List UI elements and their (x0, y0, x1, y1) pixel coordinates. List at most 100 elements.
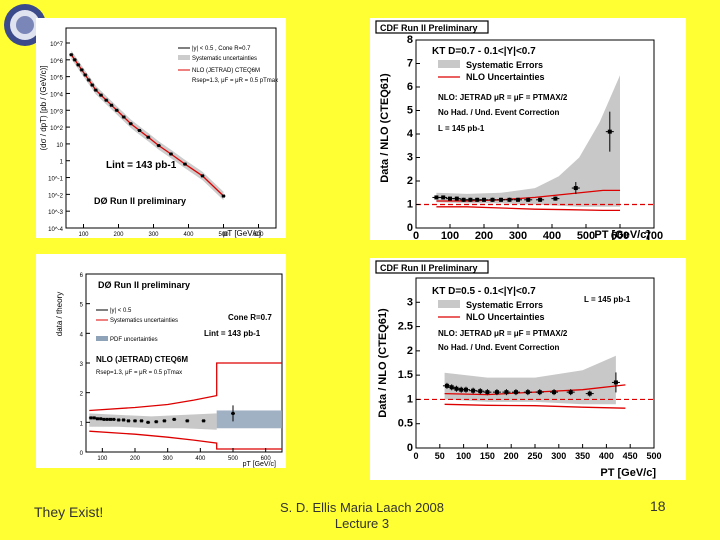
data-point (568, 390, 573, 395)
y-tick-label: 1 (80, 421, 84, 427)
data-point (117, 418, 121, 422)
cdf-d07-ratio-chart: CDF Run II Preliminary 0 1 2 3 4 5 6 7 8 0 100 200… (375, 20, 663, 242)
note-luminosity: Lint = 143 pb-1 (204, 329, 261, 338)
note-luminosity: L = 145 pb-1 (584, 295, 631, 304)
data-point (87, 78, 91, 82)
nlo-upper-curve (436, 189, 620, 202)
data-point (537, 390, 542, 395)
data-point (201, 174, 204, 178)
data-point (490, 197, 495, 202)
footer-left: They Exist! (34, 504, 104, 520)
y-tick-label: 2.5 (398, 321, 413, 333)
cdf-d05-ratio-panel: CDF Run II Preliminary 0 0.5 1 1.5 2 2.5 3 0 50… (370, 258, 686, 480)
x-tick-label: 400 (195, 456, 206, 462)
y-tick-label: 0.5 (398, 418, 413, 430)
data-point (475, 197, 480, 202)
data-point (162, 419, 166, 423)
note-no-correction: No Had. / Und. Event Correction (438, 108, 559, 117)
legend-entry-nlo: NLO Uncertainties (466, 72, 545, 82)
data-point (459, 387, 464, 392)
data-point (449, 385, 454, 390)
y-tick-label: 10^5 (50, 76, 63, 82)
university-seal-icon (4, 4, 46, 46)
data-point (448, 196, 452, 201)
y-tick-label: 1 (407, 393, 413, 405)
data-point (516, 197, 520, 202)
x-tick-label: 500 (228, 456, 239, 462)
x-tick-label: 300 (551, 451, 566, 461)
data-point (94, 88, 98, 92)
x-tick-label: 50 (435, 451, 445, 461)
y-tick-label: 10^-3 (48, 210, 63, 216)
data-point (231, 411, 235, 415)
data-point (95, 417, 99, 421)
y-tick-label: 10^6 (50, 59, 63, 65)
data-point (461, 197, 466, 202)
data-point (169, 152, 173, 156)
y-tick-label: 5 (80, 303, 84, 309)
upper-uncertainty-curve (89, 362, 282, 412)
note-luminosity: L = 145 pb-1 (438, 124, 485, 133)
legend-entry-systematics: Systematics uncertainties (110, 318, 178, 324)
footer-center-line2: Lecture 3 (334, 516, 390, 531)
chart-title: CDF Run II Preliminary (380, 23, 478, 33)
y-tick-label: 10^3 (50, 109, 63, 115)
data-point (69, 53, 73, 57)
data-point (607, 129, 612, 134)
data-point (80, 68, 84, 72)
data-point (83, 73, 87, 77)
data-point (99, 93, 103, 97)
data-point (112, 417, 116, 421)
legend-entry-pdf: PDF uncertainties (110, 337, 158, 343)
cdf-d05-ratio-chart: CDF Run II Preliminary 0 0.5 1 1.5 2 2.5 3 0 50… (375, 260, 662, 479)
y-tick-label: 2 (80, 392, 84, 398)
y-axis-label: (dσ / dpT) [pb / (GeV/c)] (39, 66, 48, 151)
data-point (115, 108, 119, 112)
legend-entry-systematics: Systematic Errors (466, 60, 543, 70)
x-axis-label: pT [GeV/c] (243, 461, 276, 468)
data-point (513, 390, 518, 395)
data-point (499, 197, 503, 202)
x-tick-label: 500 (646, 451, 661, 461)
y-tick-label: 7 (407, 58, 413, 70)
x-tick-label: 500 (577, 230, 595, 240)
data-point (154, 420, 158, 424)
data-point (454, 196, 459, 201)
x-tick-label: 350 (575, 451, 590, 461)
data-point (613, 380, 618, 385)
x-tick-label: 400 (599, 451, 614, 461)
nlo-lower-curve (436, 206, 620, 212)
data-point (110, 103, 113, 107)
y-tick-label: 0 (407, 222, 413, 234)
data-point (133, 419, 137, 423)
data-point (92, 416, 96, 420)
pdf-uncertainty-band (216, 410, 282, 429)
x-tick-label: 150 (480, 451, 495, 461)
nlo-upper-curve (444, 384, 626, 396)
y-tick-label: 10 (56, 143, 63, 149)
y-tick-label: 4 (407, 128, 414, 140)
data-point (73, 58, 77, 62)
y-tick-label: 4 (80, 332, 84, 338)
data-point (146, 420, 150, 424)
y-tick-label: 2 (407, 345, 413, 357)
legend-entry-rsep: Rsep=1.3, μF = μR = 0.5 pTmax (192, 78, 278, 84)
y-tick-label: 10^2 (50, 126, 63, 132)
data-point (99, 417, 103, 421)
data-point (485, 390, 490, 395)
data-point (222, 194, 225, 198)
data-point (538, 197, 543, 202)
data-point (573, 186, 578, 191)
legend-entry-nlo: NLO (JETRAD) CTEQ6M (192, 68, 260, 74)
note-no-correction: No Had. / Und. Event Correction (438, 343, 559, 352)
d0-cross-section-chart: 10^-4 10^-3 10^-2 10^-1 1 10 10^2 10^3 10^4 10^5 1… (39, 27, 278, 238)
note-cone: Cone R=0.7 (228, 313, 272, 322)
legend-entry-nlo: NLO Uncertainties (466, 312, 545, 322)
data-point (444, 383, 449, 388)
x-tick-label: 400 (183, 232, 194, 238)
x-tick-label: 700 (645, 230, 663, 240)
data-point (504, 390, 509, 395)
note-nlo-scale: NLO: JETRAD μR = μF = PTMAX/2 (438, 93, 568, 102)
x-tick-label: 300 (148, 232, 159, 238)
y-tick-label: 2 (407, 175, 413, 187)
